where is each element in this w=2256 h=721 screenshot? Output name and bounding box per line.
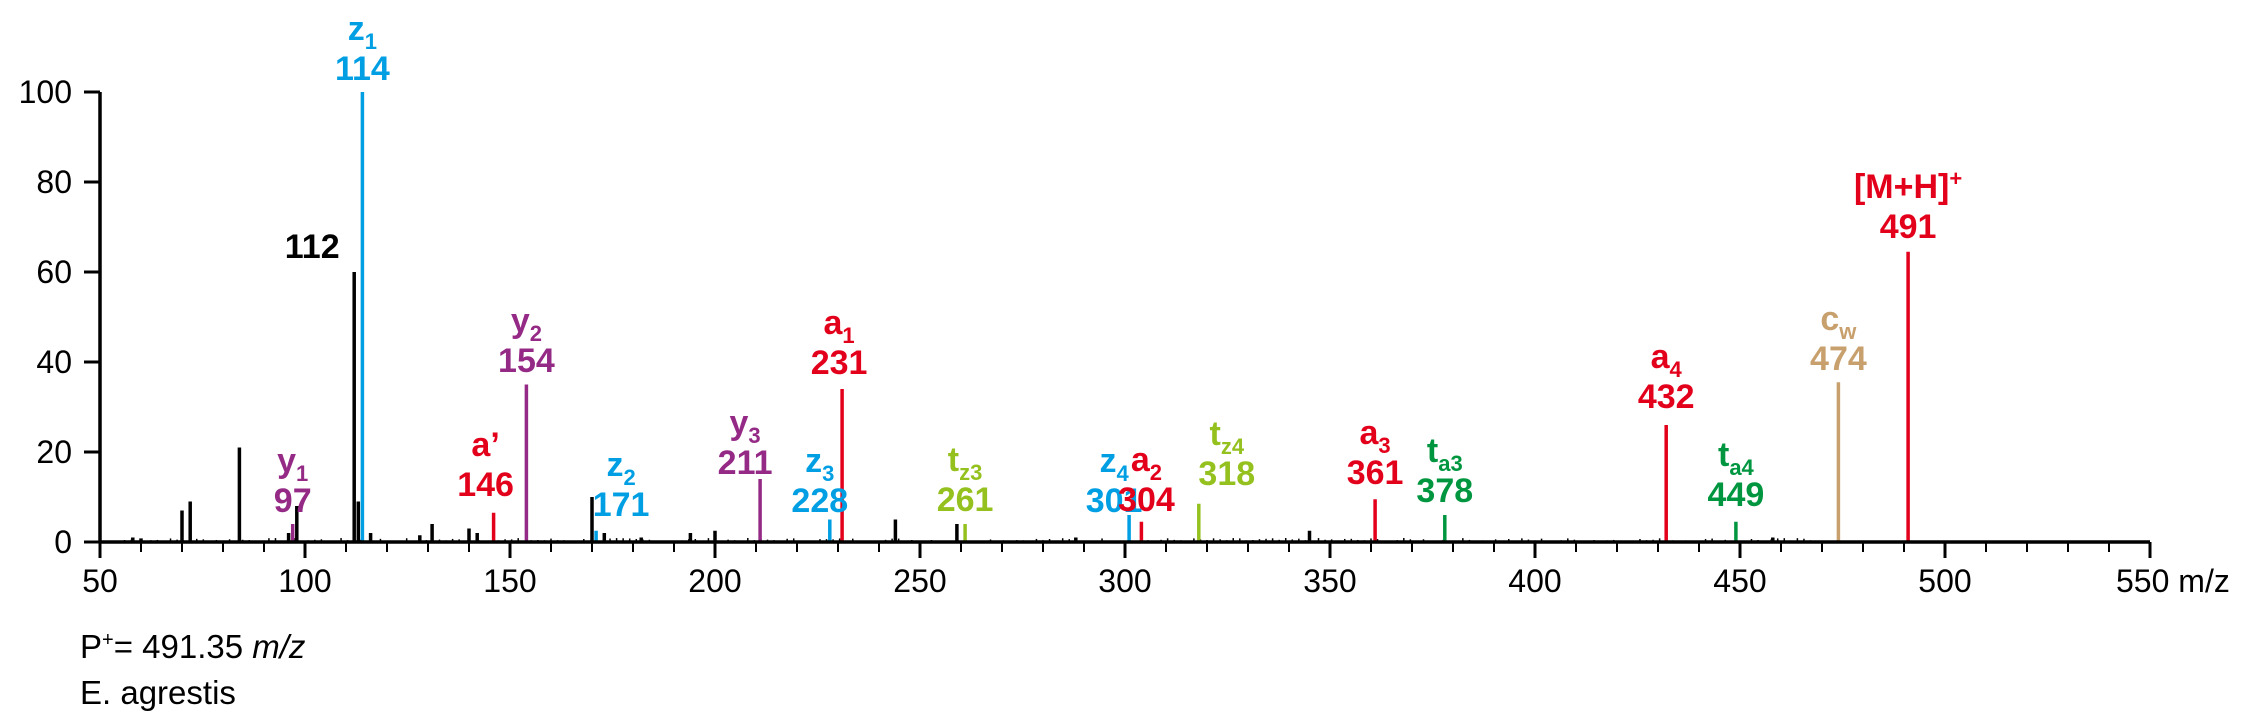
x-tick-label: 350 xyxy=(1303,563,1356,599)
peak-mz-label-432: 432 xyxy=(1638,378,1695,416)
peak-mz-label-378: 378 xyxy=(1416,472,1473,510)
axes: 50 100 150 200 250 300 350 400 450 500 550 m/z 0 20 4… xyxy=(19,74,2230,599)
peak-mz-label-211: 211 xyxy=(718,444,773,482)
x-tick-label: 450 xyxy=(1713,563,1766,599)
peak-mz-label-318: 318 xyxy=(1198,455,1255,493)
y-tick-label: 100 xyxy=(19,74,72,110)
precursor-prefix: P xyxy=(80,628,103,665)
precursor-info: P+= 491.35 m/z xyxy=(80,628,305,666)
x-tick-label: 300 xyxy=(1098,563,1151,599)
ion-label-432: a4 xyxy=(1651,338,1683,382)
peak-mz-label-171: 171 xyxy=(593,486,650,524)
ion-label-261: tz3 xyxy=(948,441,983,485)
peak-mz-label-97: 97 xyxy=(274,482,312,520)
x-tick-label: 550 m/z xyxy=(2116,563,2230,599)
ion-label-146: a’ xyxy=(471,426,499,464)
peak-mz-label-231: 231 xyxy=(811,344,868,382)
ion-label-211: y3 xyxy=(730,404,761,448)
peak-mz-label-474: 474 xyxy=(1810,340,1867,378)
peak-mz-label-261: 261 xyxy=(937,481,994,519)
ion-label-304: a2 xyxy=(1131,441,1162,485)
ion-label-378: ta3 xyxy=(1427,432,1463,476)
x-tick-label: 100 xyxy=(278,563,331,599)
peak-mz-label-228: 228 xyxy=(791,482,848,520)
peak-mz-label-114: 114 xyxy=(335,50,390,88)
ion-label-228: z3 xyxy=(805,442,834,486)
peak-mz-label-146: 146 xyxy=(457,466,514,504)
ion-label-231: a1 xyxy=(824,304,855,348)
x-tick-label: 150 xyxy=(483,563,536,599)
ion-label-449: ta4 xyxy=(1718,436,1755,480)
ion-label-301: z4 xyxy=(1099,442,1129,486)
y-tick-label: 40 xyxy=(36,344,72,380)
ion-label-318: tz4 xyxy=(1210,415,1245,459)
ion-label-154: y2 xyxy=(511,302,542,346)
peak-mz-label-154: 154 xyxy=(498,342,555,380)
peak-mz-label-361: 361 xyxy=(1347,454,1404,492)
ion-label-361: a3 xyxy=(1360,414,1391,458)
ion-label-171: z2 xyxy=(606,446,635,490)
peak-mz-label-304: 304 xyxy=(1118,481,1175,519)
y-tick-label: 20 xyxy=(36,434,72,470)
ion-label-491: [M+H]+ xyxy=(1854,166,1962,206)
x-tick-label: 250 xyxy=(893,563,946,599)
ion-label-474: cw xyxy=(1820,300,1857,344)
x-tick-label: 500 xyxy=(1918,563,1971,599)
x-tick-label: 50 xyxy=(82,563,118,599)
precursor-unit: m/z xyxy=(252,628,306,665)
peak-mz-label-301: 301 xyxy=(1086,482,1143,520)
peak-mz-label-491: 491 xyxy=(1880,208,1937,246)
y-tick-label: 0 xyxy=(54,524,72,560)
annotated-peaks xyxy=(290,92,1910,542)
y-tick-label: 60 xyxy=(36,254,72,290)
y-tick-label: 80 xyxy=(36,164,72,200)
precursor-sup: + xyxy=(102,629,114,651)
x-tick-label: 400 xyxy=(1508,563,1561,599)
peak-mz-label-449: 449 xyxy=(1708,476,1765,514)
ion-label-114: z1 xyxy=(348,10,377,54)
precursor-value: = 491.35 xyxy=(113,628,244,665)
background-peaks xyxy=(131,447,1775,542)
x-tick-label: 200 xyxy=(688,563,741,599)
species-name: E. agrestis xyxy=(80,674,236,711)
ion-label-97: y1 xyxy=(277,442,308,486)
peak-mz-label-112: 112 xyxy=(285,228,340,266)
